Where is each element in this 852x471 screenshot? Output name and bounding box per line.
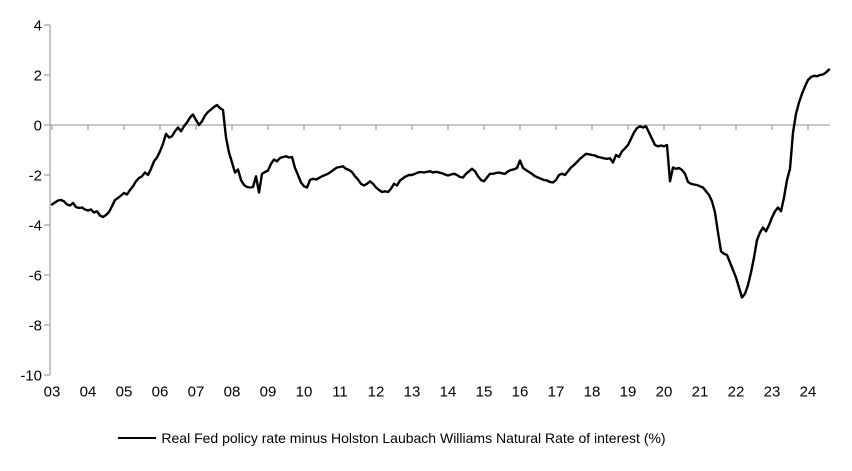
x-axis-label: 10 [296, 383, 313, 400]
y-axis: 4 2 0 -2 -4 -6 -8 -10 [20, 17, 51, 384]
y-axis-label: -2 [29, 167, 42, 184]
x-axis-label: 12 [368, 383, 385, 400]
x-axis-label: 18 [584, 383, 601, 400]
y-axis-label: 2 [34, 67, 42, 84]
data-series-line [50, 68, 831, 299]
x-axis-label: 17 [548, 383, 565, 400]
x-axis-label: 14 [440, 383, 457, 400]
y-axis-label: 0 [34, 117, 42, 134]
x-axis-label: 19 [620, 383, 637, 400]
y-axis-label: -10 [20, 367, 42, 384]
x-axis-label: 09 [260, 383, 277, 400]
chart-legend: Real Fed policy rate minus Holston Lauba… [0, 428, 818, 448]
y-axis-label: 4 [34, 17, 42, 34]
y-axis-label: -8 [29, 317, 42, 334]
y-axis-label: -4 [29, 217, 42, 234]
x-axis-label: 11 [332, 383, 348, 400]
x-axis-label: 07 [188, 383, 205, 400]
x-axis-label: 21 [692, 383, 709, 400]
x-axis-label: 24 [800, 383, 817, 400]
line-chart: 420-2-4-6-8-10 03 04 05 06 07 08 09 10 11 12 13 14 1… [20, 17, 831, 400]
x-axis-label: 08 [224, 383, 241, 400]
x-axis-label: 03 [44, 383, 61, 400]
x-axis-label: 13 [404, 383, 421, 400]
x-axis-label: 15 [476, 383, 493, 400]
x-axis-label: 04 [80, 383, 97, 400]
x-axis-label: 05 [116, 383, 133, 400]
legend-line-swatch [118, 437, 157, 439]
x-axis-label: 20 [656, 383, 673, 400]
x-axis-label: 16 [512, 383, 529, 400]
x-axis-label: 22 [728, 383, 745, 400]
y-axis-label: -6 [29, 267, 42, 284]
data-series-group [50, 68, 831, 299]
x-axis-label: 06 [152, 383, 169, 400]
legend-label: Real Fed policy rate minus Holston Lauba… [161, 430, 666, 446]
x-axis: 03 04 05 06 07 08 09 10 11 12 13 14 15 16 17 18 19 20 21 22… [44, 125, 817, 400]
x-axis-label: 23 [764, 383, 781, 400]
